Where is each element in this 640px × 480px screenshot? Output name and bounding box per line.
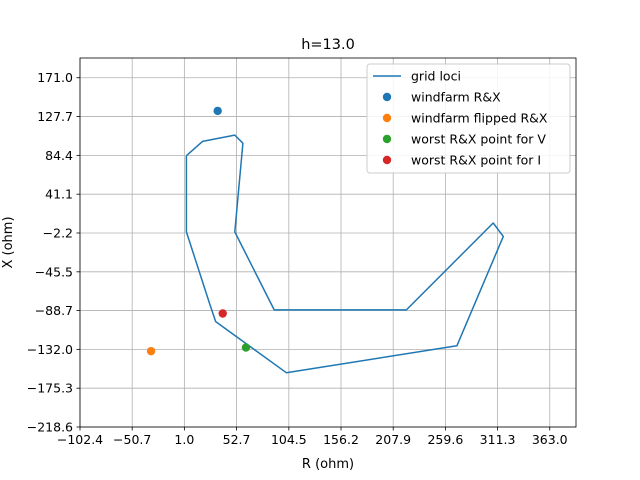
chart-title: h=13.0 bbox=[301, 37, 355, 53]
x-tick-label: 104.5 bbox=[271, 432, 307, 447]
axes: −102.4 −50.7 1.0 52.7 104.5 156.2 207.9 259.6 31… bbox=[27, 57, 577, 447]
y-tick-label: 41.1 bbox=[45, 187, 73, 202]
legend-label: windfarm R&X bbox=[411, 90, 501, 105]
legend-marker-swatch bbox=[382, 155, 392, 165]
legend-label: worst R&X point for V bbox=[411, 132, 546, 147]
x-tick-label: 259.6 bbox=[427, 432, 463, 447]
grid-loci-line bbox=[185, 134, 505, 374]
windfarm-flipped-rx-point bbox=[146, 346, 156, 356]
legend-marker-swatch bbox=[382, 92, 392, 102]
legend: grid loci windfarm R&X windfarm flipped R&… bbox=[366, 63, 571, 174]
worst-rx-point-for-v-point bbox=[241, 343, 251, 352]
windfarm-rx-point bbox=[213, 106, 222, 116]
x-tick-label: −50.7 bbox=[113, 432, 151, 447]
y-tick-label: −2.2 bbox=[43, 225, 73, 240]
x-tick-label: −102.4 bbox=[57, 432, 103, 447]
y-tick-label: −132.0 bbox=[27, 342, 73, 357]
legend-label: windfarm flipped R&X bbox=[411, 111, 548, 126]
y-axis-label: X (ohm) bbox=[1, 216, 16, 268]
legend-marker-swatch bbox=[382, 134, 392, 144]
y-tick-label: 84.4 bbox=[45, 148, 73, 163]
y-tick-label: 127.7 bbox=[37, 109, 73, 124]
x-tick-label: 207.9 bbox=[375, 432, 411, 447]
y-tick-label: −45.5 bbox=[35, 264, 73, 279]
x-tick-label: 1.0 bbox=[174, 432, 194, 447]
x-axis-label: R (ohm) bbox=[302, 457, 354, 472]
y-tick-label: −218.6 bbox=[27, 420, 73, 435]
x-tick-label: 363.0 bbox=[532, 432, 568, 447]
y-tick-label: 171.0 bbox=[37, 70, 73, 85]
legend-marker-swatch bbox=[382, 113, 392, 123]
x-tick-label: 311.3 bbox=[480, 432, 516, 447]
legend-box bbox=[366, 63, 571, 174]
grid bbox=[79, 58, 576, 428]
series-layer bbox=[146, 106, 505, 374]
worst-rx-point-for-i-point bbox=[218, 309, 227, 318]
y-tick-label: −88.7 bbox=[35, 303, 73, 318]
x-tick-label: 52.7 bbox=[223, 432, 251, 447]
legend-label: grid loci bbox=[411, 69, 461, 84]
y-tick-label: −175.3 bbox=[27, 381, 73, 396]
x-tick-label: 156.2 bbox=[323, 432, 359, 447]
plot-frame bbox=[79, 57, 577, 428]
legend-label: worst R&X point for I bbox=[411, 153, 541, 168]
